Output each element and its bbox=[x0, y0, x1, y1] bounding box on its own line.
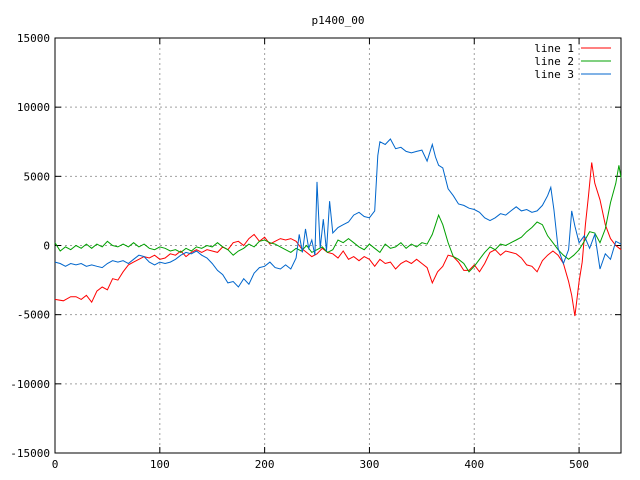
legend-label: line 1 bbox=[534, 42, 574, 55]
axis-ticks: 0 100 200 300 400 500 -15000 -10000 -5000 0 5000 10… bbox=[10, 32, 621, 471]
series-line-2 bbox=[54, 165, 622, 273]
y-tick-label: 0 bbox=[43, 240, 50, 253]
x-tick-label: 100 bbox=[150, 458, 170, 471]
chart-title: p1400_00 bbox=[312, 14, 365, 27]
y-tick-label: -10000 bbox=[10, 378, 50, 391]
x-tick-label: 400 bbox=[464, 458, 484, 471]
series-line-1 bbox=[54, 162, 622, 317]
series-line-3 bbox=[54, 138, 622, 288]
x-tick-label: 300 bbox=[360, 458, 380, 471]
legend-label: line 3 bbox=[534, 68, 574, 81]
series-lines bbox=[54, 138, 622, 317]
grid-lines bbox=[55, 38, 621, 453]
y-tick-label: -15000 bbox=[10, 447, 50, 460]
x-tick-label: 500 bbox=[569, 458, 589, 471]
y-tick-label: 5000 bbox=[24, 170, 51, 183]
y-tick-label: 10000 bbox=[17, 101, 50, 114]
y-tick-label: -5000 bbox=[17, 309, 50, 322]
y-tick-label: 15000 bbox=[17, 32, 50, 45]
x-tick-label: 0 bbox=[52, 458, 59, 471]
legend-label: line 2 bbox=[534, 55, 574, 68]
x-tick-label: 200 bbox=[255, 458, 275, 471]
